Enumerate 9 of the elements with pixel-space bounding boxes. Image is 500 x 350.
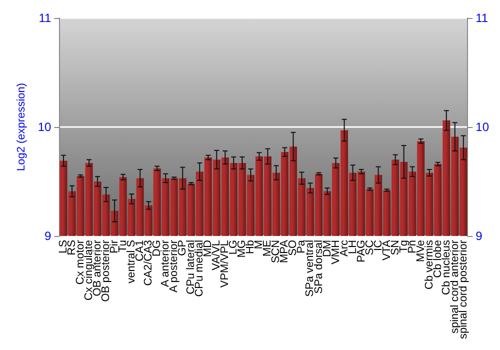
x-tick-label: Tg — [398, 240, 410, 253]
y-axis-title: Log2 (expression) — [16, 82, 28, 172]
y-tick-label: 11 — [38, 11, 52, 25]
y-tick-label: 9 — [44, 228, 52, 243]
y2-tick-label: 11 — [476, 11, 488, 25]
y2-tick-label: 10 — [476, 120, 490, 134]
y2-tick-label: 9 — [476, 228, 483, 243]
x-tick-label: spinal cord posterior — [457, 240, 470, 340]
y-tick-label: 10 — [38, 120, 52, 134]
